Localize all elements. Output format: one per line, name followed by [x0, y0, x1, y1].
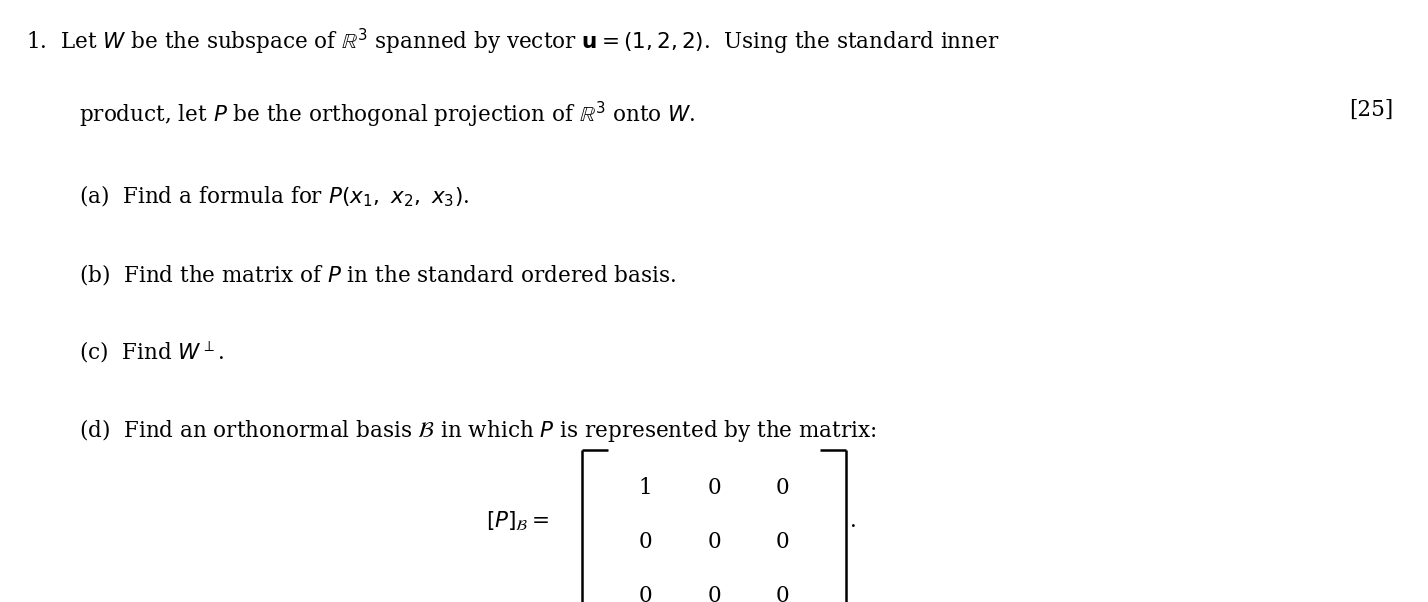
Text: 0: 0 — [638, 531, 653, 553]
Text: [25]: [25] — [1349, 99, 1394, 122]
Text: (c)  Find $W^{\perp}$.: (c) Find $W^{\perp}$. — [79, 339, 224, 365]
Text: 0: 0 — [707, 477, 721, 498]
Text: 0: 0 — [707, 531, 721, 553]
Text: 0: 0 — [707, 585, 721, 602]
Text: (a)  Find a formula for $P(x_1,\ x_2,\ x_3)$.: (a) Find a formula for $P(x_1,\ x_2,\ x_… — [79, 184, 468, 209]
Text: (b)  Find the matrix of $P$ in the standard ordered basis.: (b) Find the matrix of $P$ in the standa… — [79, 262, 675, 287]
Text: 1: 1 — [638, 477, 653, 498]
Text: .: . — [850, 510, 857, 532]
Text: 1.  Let $W$ be the subspace of $\mathbb{R}^3$ spanned by vector $\mathbf{u} = (1: 1. Let $W$ be the subspace of $\mathbb{R… — [26, 27, 1000, 57]
Text: 0: 0 — [775, 531, 790, 553]
Text: 0: 0 — [775, 585, 790, 602]
Text: product, let $P$ be the orthogonal projection of $\mathbb{R}^3$ onto $W$.: product, let $P$ be the orthogonal proje… — [79, 99, 695, 129]
Text: $[P]_{\mathcal{B}} =$: $[P]_{\mathcal{B}} =$ — [487, 509, 550, 533]
Text: (d)  Find an orthonormal basis $\mathcal{B}$ in which $P$ is represented by the : (d) Find an orthonormal basis $\mathcal{… — [79, 417, 875, 444]
Text: 0: 0 — [638, 585, 653, 602]
Text: 0: 0 — [775, 477, 790, 498]
